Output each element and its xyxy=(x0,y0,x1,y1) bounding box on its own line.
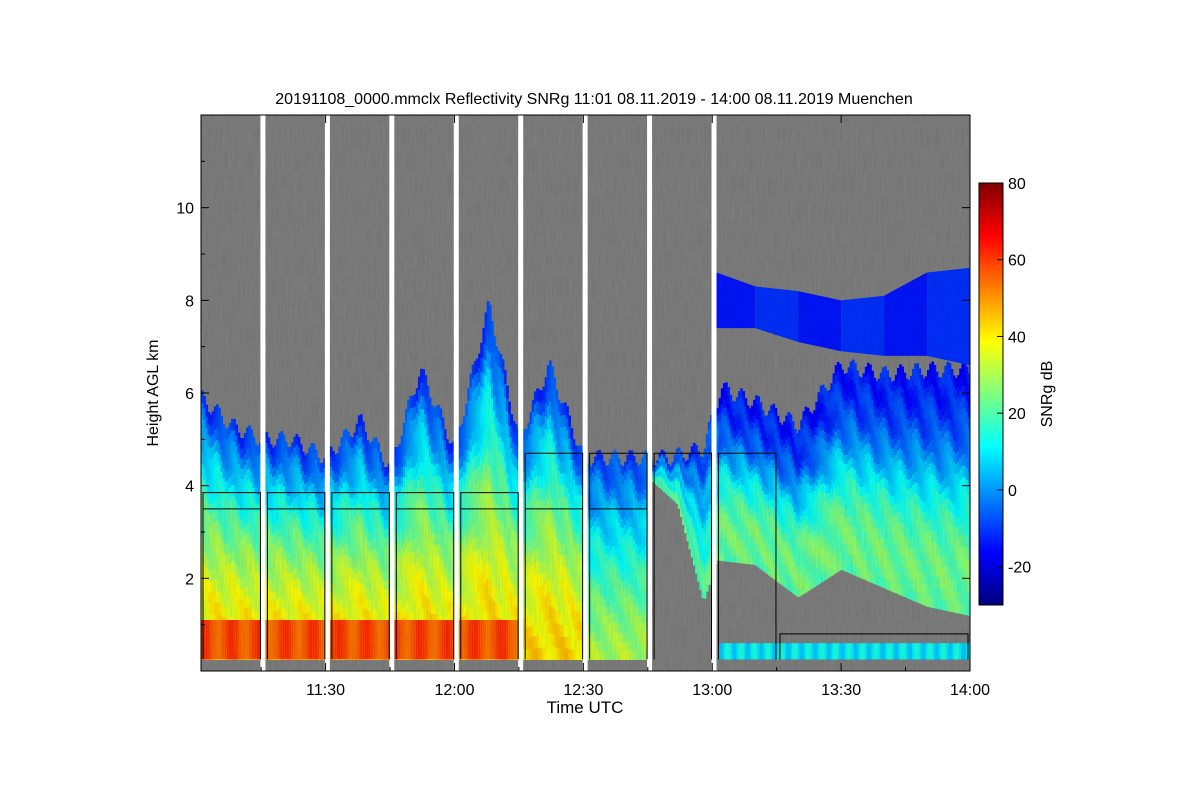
chart-title: 20191108_0000.mmclx Reflectivity SNRg 11… xyxy=(275,91,912,108)
plot-area xyxy=(201,115,970,671)
